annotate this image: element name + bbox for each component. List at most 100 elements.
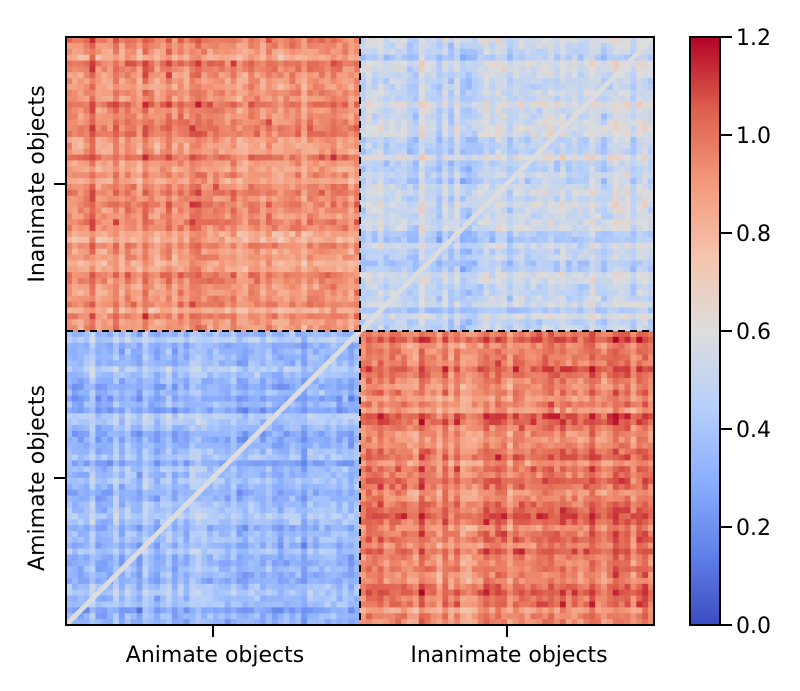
heatmap-cell [459, 283, 467, 291]
heatmap-cell [177, 260, 184, 267]
heatmap-cell [389, 125, 396, 132]
heatmap-cell [277, 89, 284, 97]
heatmap-cell [236, 195, 243, 203]
heatmap-cell [512, 48, 520, 56]
heatmap-cell [465, 78, 473, 85]
heatmap-cell [642, 260, 649, 267]
heatmap-cell [330, 231, 337, 238]
heatmap-cell [124, 236, 132, 244]
heatmap-cell [571, 148, 578, 155]
heatmap-cell [177, 154, 184, 161]
heatmap-cell [277, 272, 284, 279]
heatmap-cell [442, 107, 449, 114]
heatmap-cell [430, 325, 437, 332]
heatmap-cell [501, 107, 508, 114]
heatmap-cell [424, 160, 431, 167]
heatmap-cell [395, 219, 402, 226]
heatmap-cell [612, 54, 620, 61]
heatmap-cell [160, 119, 167, 126]
heatmap-cell [165, 125, 173, 132]
heatmap-cell [489, 101, 496, 108]
heatmap-cell [113, 131, 120, 138]
heatmap-cell [630, 125, 637, 132]
heatmap-cell [501, 260, 508, 267]
heatmap-cell [336, 113, 343, 120]
heatmap-cell [101, 136, 108, 144]
heatmap-cell [124, 84, 132, 91]
heatmap-cell [236, 307, 243, 314]
heatmap-cell [312, 42, 320, 50]
heatmap-cell [389, 289, 396, 297]
heatmap-cell [471, 272, 478, 279]
heatmap-cell [154, 48, 161, 56]
heatmap-cell [189, 166, 196, 173]
heatmap-cell [336, 131, 343, 138]
heatmap-cell [277, 225, 284, 232]
heatmap-cell [289, 278, 296, 285]
heatmap-cell [248, 266, 255, 273]
heatmap-cell [371, 166, 379, 173]
heatmap-cell [454, 84, 461, 91]
heatmap-cell [142, 101, 149, 108]
heatmap-cell [160, 236, 167, 244]
heatmap-cell [365, 289, 373, 297]
heatmap-cell [577, 60, 584, 67]
heatmap-cell [424, 142, 431, 150]
heatmap-cell [589, 184, 596, 191]
heatmap-cell [389, 201, 396, 208]
heatmap-cell [507, 60, 514, 67]
heatmap-cell [224, 301, 232, 308]
heatmap-cell [418, 184, 426, 191]
heatmap-cell [536, 42, 543, 50]
heatmap-cell [265, 119, 273, 126]
heatmap-cell [606, 283, 614, 291]
heatmap-cell [277, 42, 284, 50]
heatmap-cell [242, 78, 249, 85]
heatmap-cell [483, 307, 490, 314]
heatmap-cell [524, 125, 531, 132]
heatmap-cell [107, 307, 114, 314]
heatmap-cell [612, 142, 620, 150]
heatmap-cell [412, 42, 420, 50]
heatmap-cell [642, 107, 649, 114]
heatmap-cell [113, 113, 120, 120]
heatmap-cell [224, 225, 232, 232]
heatmap-cell [571, 289, 578, 297]
heatmap-cell [407, 195, 414, 203]
heatmap-cell [648, 189, 655, 197]
heatmap-cell [213, 107, 220, 114]
heatmap-cell [236, 242, 243, 250]
heatmap-cell [71, 301, 79, 308]
heatmap-cell [113, 266, 120, 273]
heatmap-cell [130, 72, 137, 79]
heatmap-cell [289, 42, 296, 50]
heatmap-cell [589, 54, 596, 61]
heatmap-cell [389, 266, 396, 273]
heatmap-cell [595, 301, 602, 308]
heatmap-cell [354, 89, 361, 97]
heatmap-cell [477, 231, 484, 238]
heatmap-cell [360, 125, 367, 132]
heatmap-cell [224, 84, 232, 91]
heatmap-cell [177, 184, 184, 191]
heatmap-cell [424, 89, 431, 97]
heatmap-cell [177, 54, 184, 61]
heatmap-cell [101, 142, 108, 150]
heatmap-cell [213, 295, 220, 302]
heatmap-cell [536, 195, 543, 203]
heatmap-cell [213, 219, 220, 226]
heatmap-cell [442, 42, 449, 50]
heatmap-cell [224, 236, 232, 244]
heatmap-cell [260, 207, 267, 214]
heatmap-cell [101, 272, 108, 279]
heatmap-cell [612, 42, 620, 50]
heatmap-cell [242, 248, 249, 255]
heatmap-cell [71, 231, 79, 238]
heatmap-cell [459, 307, 467, 314]
heatmap-cell [360, 54, 367, 61]
heatmap-cell [459, 160, 467, 167]
heatmap-cell [601, 307, 608, 314]
heatmap-cell [418, 60, 426, 67]
heatmap-cell [507, 101, 514, 108]
heatmap-cell [548, 84, 555, 91]
